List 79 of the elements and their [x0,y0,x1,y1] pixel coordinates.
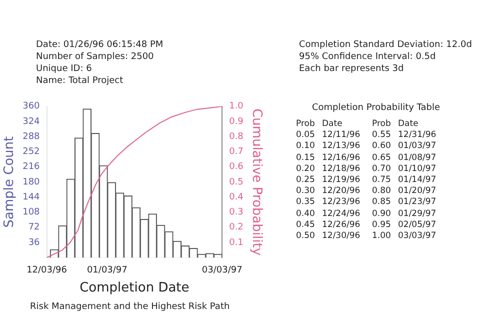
text: 12/11/96 [322,130,362,142]
text: 0.75 [372,175,392,186]
text: 0.80 [372,186,392,198]
text: Risk Management and the Highest Risk Path [30,301,230,313]
text: 12/19/96 [322,175,362,186]
y-tick-label: 360 [22,102,40,112]
text: 0.65 [372,152,392,164]
text: Date [322,119,344,130]
text: 12/30/96 [322,231,362,242]
text: 0.90 [372,208,392,220]
x-tick-label: 03/03/97 [202,265,242,276]
y2-tick-label: 0.4 [229,192,244,202]
text: Name: Total Project [36,75,124,87]
text: Date: 01/26/96 06:15:48 PM [36,39,164,51]
text: 01/10/97 [398,164,438,176]
y-tick-label: 144 [22,192,40,202]
text: Unique ID: 6 [36,63,92,75]
y2-tick-label: 0.2 [229,222,244,233]
text: 12/24/96 [322,208,362,220]
y-tick-label: 108 [22,208,40,218]
y2-tick-label: 0.8 [229,132,244,142]
y2-tick-label: 0.6 [229,162,244,172]
text: 03/03/97 [398,231,438,242]
text: 12/13/96 [322,141,362,153]
text: 0.40 [296,208,316,220]
y2-tick-label: 0.5 [229,177,244,188]
text: 0.60 [372,141,392,153]
y-tick-label: 72 [28,222,40,233]
text: 0.15 [296,152,316,164]
y2-tick-label: 0.7 [229,147,244,158]
text: 01/08/97 [398,152,438,164]
y-tick-label: 216 [22,162,40,172]
text: 01/03/97 [398,141,438,153]
text: 0.95 [372,220,392,232]
text: Number of Samples: 2500 [36,51,154,63]
text: Date [398,119,420,130]
y2-tick-label: 0.9 [229,116,244,127]
text: 0.35 [296,197,316,209]
x-tick-label: 01/03/97 [86,265,128,276]
text: Prob [296,119,316,130]
text: 12/31/96 [398,130,438,142]
y2-tick-label: 0.1 [229,238,244,248]
text: 1.00 [372,231,392,242]
y-tick-label: 252 [22,147,40,158]
text: 0.10 [296,141,316,153]
text: 12/18/96 [322,164,362,176]
text: 0.50 [296,231,316,242]
y-tick-label: 180 [22,177,40,188]
y-axis-title: Sample Count [2,136,18,228]
text: 0.25 [296,175,316,186]
text: 12/20/96 [322,186,362,198]
text: 0.20 [296,164,316,176]
text: Completion Standard Deviation: 12.0d [299,39,472,51]
text: Each bar represents 3d [299,63,404,75]
text: 0.55 [372,130,392,142]
text: 01/23/97 [398,197,438,209]
y-tick-label: 36 [28,238,40,248]
text: 02/05/97 [398,220,438,232]
y2-tick-label: 1.0 [229,102,244,112]
text: 0.70 [372,164,392,176]
text: 12/23/96 [322,197,362,209]
text: Completion Probability Table [310,103,442,113]
text: 12/26/96 [322,220,362,232]
text: 01/20/97 [398,186,438,198]
text: 95% Confidence Interval: 0.5d [299,51,436,63]
text: Prob [372,119,392,130]
y2-axis-title: Cumulative Probability [248,108,264,256]
text: 0.30 [296,186,316,198]
text: 01/29/97 [398,208,438,220]
text: 0.45 [296,220,316,232]
y-tick-label: 288 [22,132,40,142]
y-tick-label: 324 [22,116,40,127]
text: 12/16/96 [322,152,362,164]
x-axis-title: Completion Date [80,280,190,296]
text: 0.05 [296,130,316,142]
text: 0.85 [372,197,392,209]
text: 01/14/97 [398,175,438,186]
y2-tick-label: 0.3 [229,208,244,218]
x-tick-label: 12/03/96 [26,265,68,276]
